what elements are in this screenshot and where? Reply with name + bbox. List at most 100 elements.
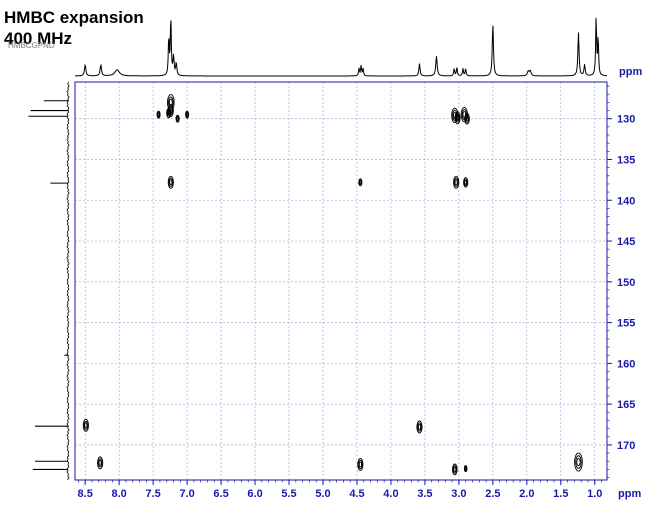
x-tick-label: 3.5: [417, 488, 432, 500]
contour-ring: [168, 98, 173, 107]
contour-ring: [185, 112, 189, 117]
x-tick-label: 8.5: [78, 488, 93, 500]
contour-ring: [359, 180, 362, 185]
contour-ring: [464, 466, 467, 471]
contour-ring: [358, 178, 363, 187]
carbon-spectrum-projection: [28, 81, 70, 481]
y-tick-label: 145: [617, 236, 635, 248]
carbon-baseline: [66, 81, 70, 481]
plot-frame: [74, 81, 608, 481]
contour-ring: [83, 420, 89, 431]
x-tick-label: 5.5: [281, 488, 296, 500]
contour-ring: [454, 179, 458, 186]
cross-peak: [358, 178, 363, 187]
x-tick-label: 5.0: [315, 488, 330, 500]
contour-ring: [455, 113, 460, 123]
contour-ring: [166, 107, 172, 119]
contour-ring: [464, 179, 467, 185]
contour-ring: [463, 178, 468, 187]
x-tick-label: 7.5: [145, 488, 160, 500]
contour-ring: [157, 112, 160, 117]
y-tick-label: 130: [617, 114, 635, 126]
contour-ring: [84, 422, 88, 429]
contour-ring: [185, 110, 190, 119]
contour-ring: [463, 177, 469, 188]
contour-ring: [97, 456, 104, 470]
contour-ring: [175, 114, 180, 123]
x-tick-label: 4.0: [383, 488, 398, 500]
y-tick-label: 160: [617, 358, 635, 370]
cross-peak: [416, 420, 423, 434]
chart-subtitle: 400 MHz: [4, 29, 73, 48]
contour-ring: [464, 114, 470, 123]
cross-peak: [464, 112, 470, 125]
cross-peak: [452, 463, 458, 476]
contour-ring: [454, 111, 461, 125]
x-tick-label: 1.5: [553, 488, 568, 500]
y-tick-label: 165: [617, 399, 635, 411]
contour-ring: [168, 177, 174, 187]
cross-peak: [574, 452, 583, 472]
x-tick-label: 6.0: [247, 488, 262, 500]
pulse-program-tag: HMBCGPND: [8, 41, 55, 50]
x-tick-label: 2.0: [519, 488, 534, 500]
x-tick-label: 4.5: [349, 488, 364, 500]
y-axis-unit: ppm: [619, 66, 642, 78]
y-tick-label: 155: [617, 318, 635, 330]
cross-peak: [185, 110, 190, 119]
proton-trace: [75, 17, 608, 77]
contour-ring: [167, 175, 174, 189]
contour-ring: [176, 116, 179, 121]
y-tick-label: 140: [617, 195, 635, 207]
contour-ring: [453, 177, 459, 187]
cross-peak: [463, 177, 469, 188]
contour-ring: [417, 422, 422, 432]
proton-spectrum-projection: [75, 17, 608, 77]
cross-peak: [357, 458, 364, 471]
contour-ring: [574, 452, 583, 472]
contour-ring: [98, 459, 102, 466]
cross-peak: [167, 175, 174, 189]
contour-ring: [452, 463, 458, 476]
x-tick-label: 1.0: [587, 488, 602, 500]
contour-ring: [453, 466, 457, 473]
cross-peaks: [82, 94, 583, 476]
cross-peak: [463, 465, 468, 473]
contour-ring: [357, 458, 364, 471]
cross-peak: [175, 114, 180, 123]
chart-title: HMBC expansion: [4, 8, 144, 27]
contour-ring: [358, 461, 362, 468]
contour-ring: [576, 457, 581, 467]
contour-ring: [452, 465, 457, 474]
contour-ring: [82, 418, 89, 432]
cross-peak: [156, 110, 161, 119]
x-tick-label: 8.0: [112, 488, 127, 500]
y-tick-label: 170: [617, 440, 635, 452]
cross-peak: [97, 456, 104, 470]
y-axis: 130 135 140 145 150 155 160 165 170: [607, 85, 635, 478]
contour-ring: [156, 110, 161, 119]
contour-ring: [166, 109, 171, 117]
contour-ring: [358, 459, 363, 470]
x-axis-unit: ppm: [618, 488, 641, 500]
contour-ring: [169, 179, 173, 186]
cross-peak: [166, 107, 172, 119]
grid-lines: [75, 82, 607, 480]
contour-ring: [167, 110, 171, 116]
contour-ring: [465, 115, 469, 122]
contour-ring: [417, 424, 422, 430]
cross-peak: [453, 175, 460, 189]
x-axis: 8.5 8.0 7.5 7.0 6.5 6.0 5.5 5.0 4.5 4.0 3.5 3.0 2.5 2…: [75, 479, 607, 500]
contour-ring: [453, 175, 460, 189]
x-tick-label: 7.0: [179, 488, 194, 500]
y-tick-label: 135: [617, 154, 635, 166]
contour-ring: [416, 420, 423, 434]
x-tick-label: 2.5: [485, 488, 500, 500]
contour-ring: [575, 455, 582, 469]
y-tick-label: 150: [617, 277, 635, 289]
contour-ring: [455, 114, 460, 121]
cross-peak: [82, 418, 89, 432]
cross-peak: [454, 111, 461, 125]
x-tick-label: 3.0: [451, 488, 466, 500]
